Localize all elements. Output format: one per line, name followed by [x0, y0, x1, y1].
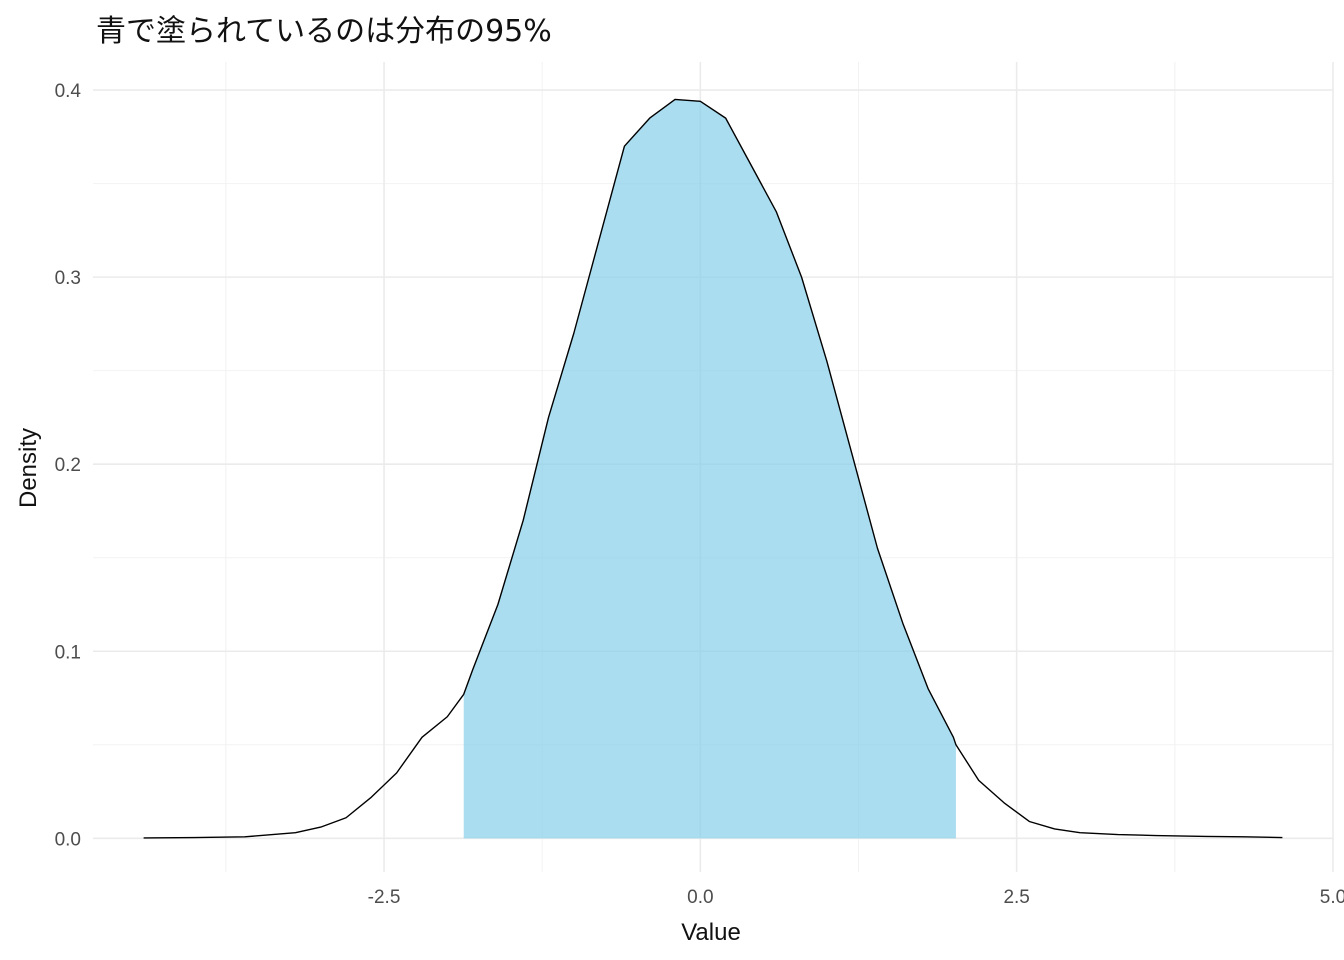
- y-tick-label: 0.1: [55, 642, 81, 663]
- x-axis-label: Value: [681, 919, 741, 946]
- y-axis-label: Density: [15, 428, 42, 508]
- x-axis-ticks: -2.5 0.0 2.5 5.0: [368, 887, 1344, 908]
- y-tick-label: 0.2: [55, 455, 81, 476]
- x-tick-label: -2.5: [368, 887, 401, 908]
- shaded-95-percent-area: [463, 99, 956, 839]
- x-tick-label: 2.5: [1003, 887, 1029, 908]
- y-tick-label: 0.0: [55, 829, 81, 850]
- x-tick-label: 0.0: [687, 887, 713, 908]
- plot-area: [143, 98, 1283, 839]
- y-axis-ticks: 0.0 0.1 0.2 0.3 0.4: [55, 81, 82, 850]
- y-tick-label: 0.3: [55, 268, 81, 289]
- x-tick-label: 5.0: [1320, 887, 1344, 908]
- y-tick-label: 0.4: [55, 81, 82, 102]
- density-curve: [143, 98, 1283, 839]
- chart-title: 青で塗られているのは分布の95%: [96, 14, 552, 49]
